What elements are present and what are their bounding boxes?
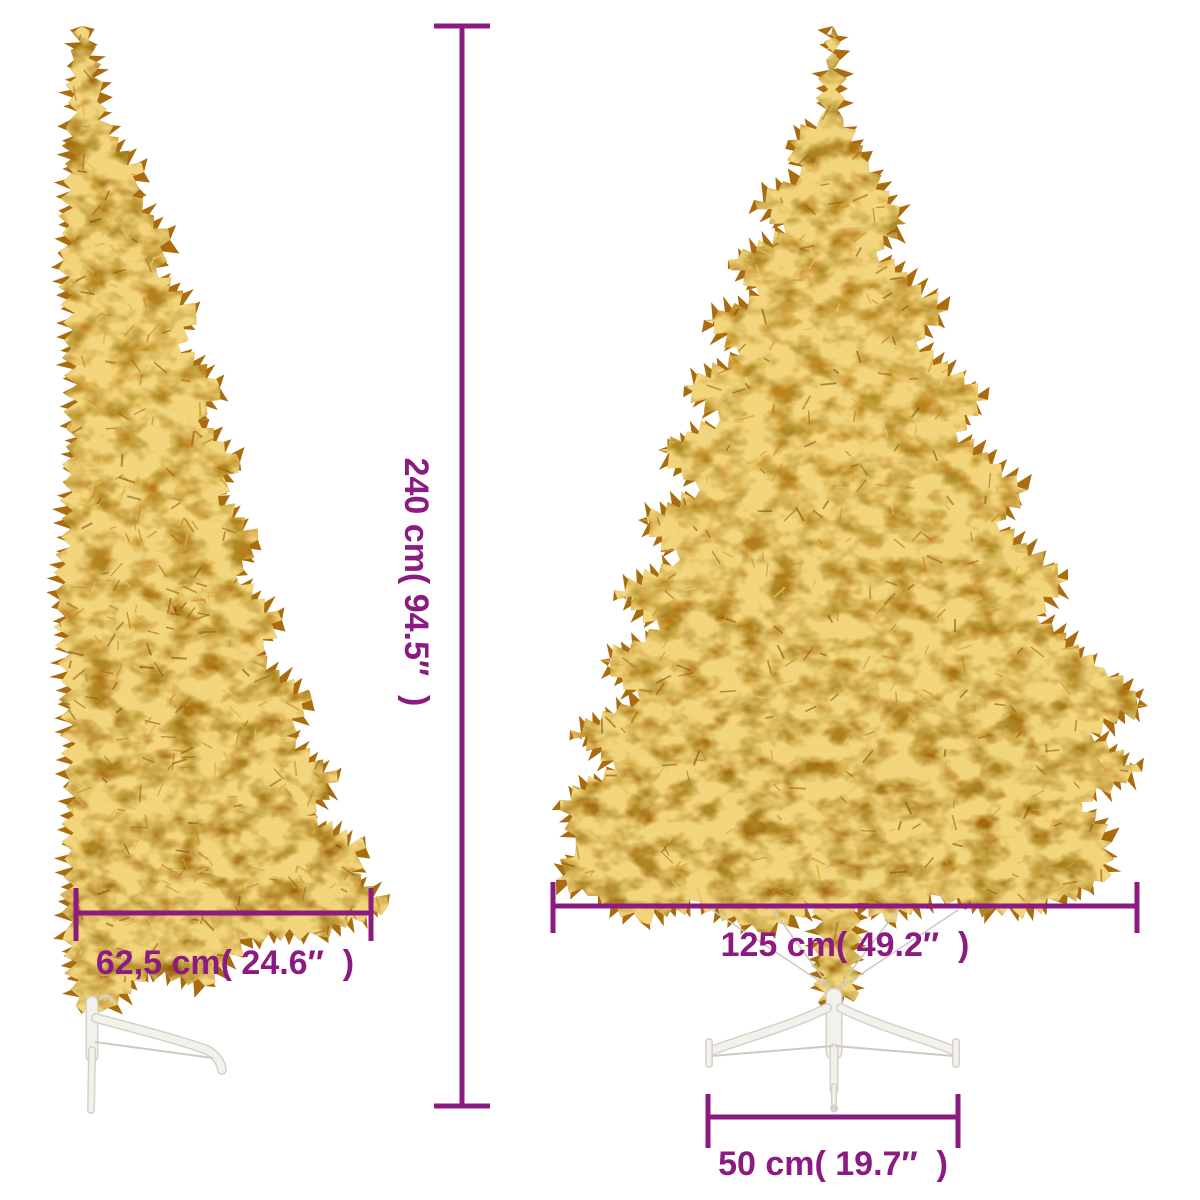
height-dimension-label: 240 cm( 94.5″ ) [397, 457, 435, 707]
full-tree-front-view [551, 26, 1148, 1014]
half-tree-side-view [46, 26, 391, 1015]
full-width-dimension-label: 125 cm( 49.2″ ) [720, 926, 970, 964]
half-tree-stand [85, 994, 227, 1114]
half-width-dimension-label: 62,5 cm( 24.6″ ) [95, 944, 355, 982]
stand-width-dimension-label: 50 cm( 19.7″ ) [718, 1145, 948, 1183]
full-tree-stand [705, 902, 960, 1113]
full-width-dimension-line [550, 882, 1140, 933]
stand-width-dimension-line [705, 1094, 961, 1148]
half-width-dimension-line [73, 888, 374, 941]
height-dimension-line [434, 23, 490, 1109]
